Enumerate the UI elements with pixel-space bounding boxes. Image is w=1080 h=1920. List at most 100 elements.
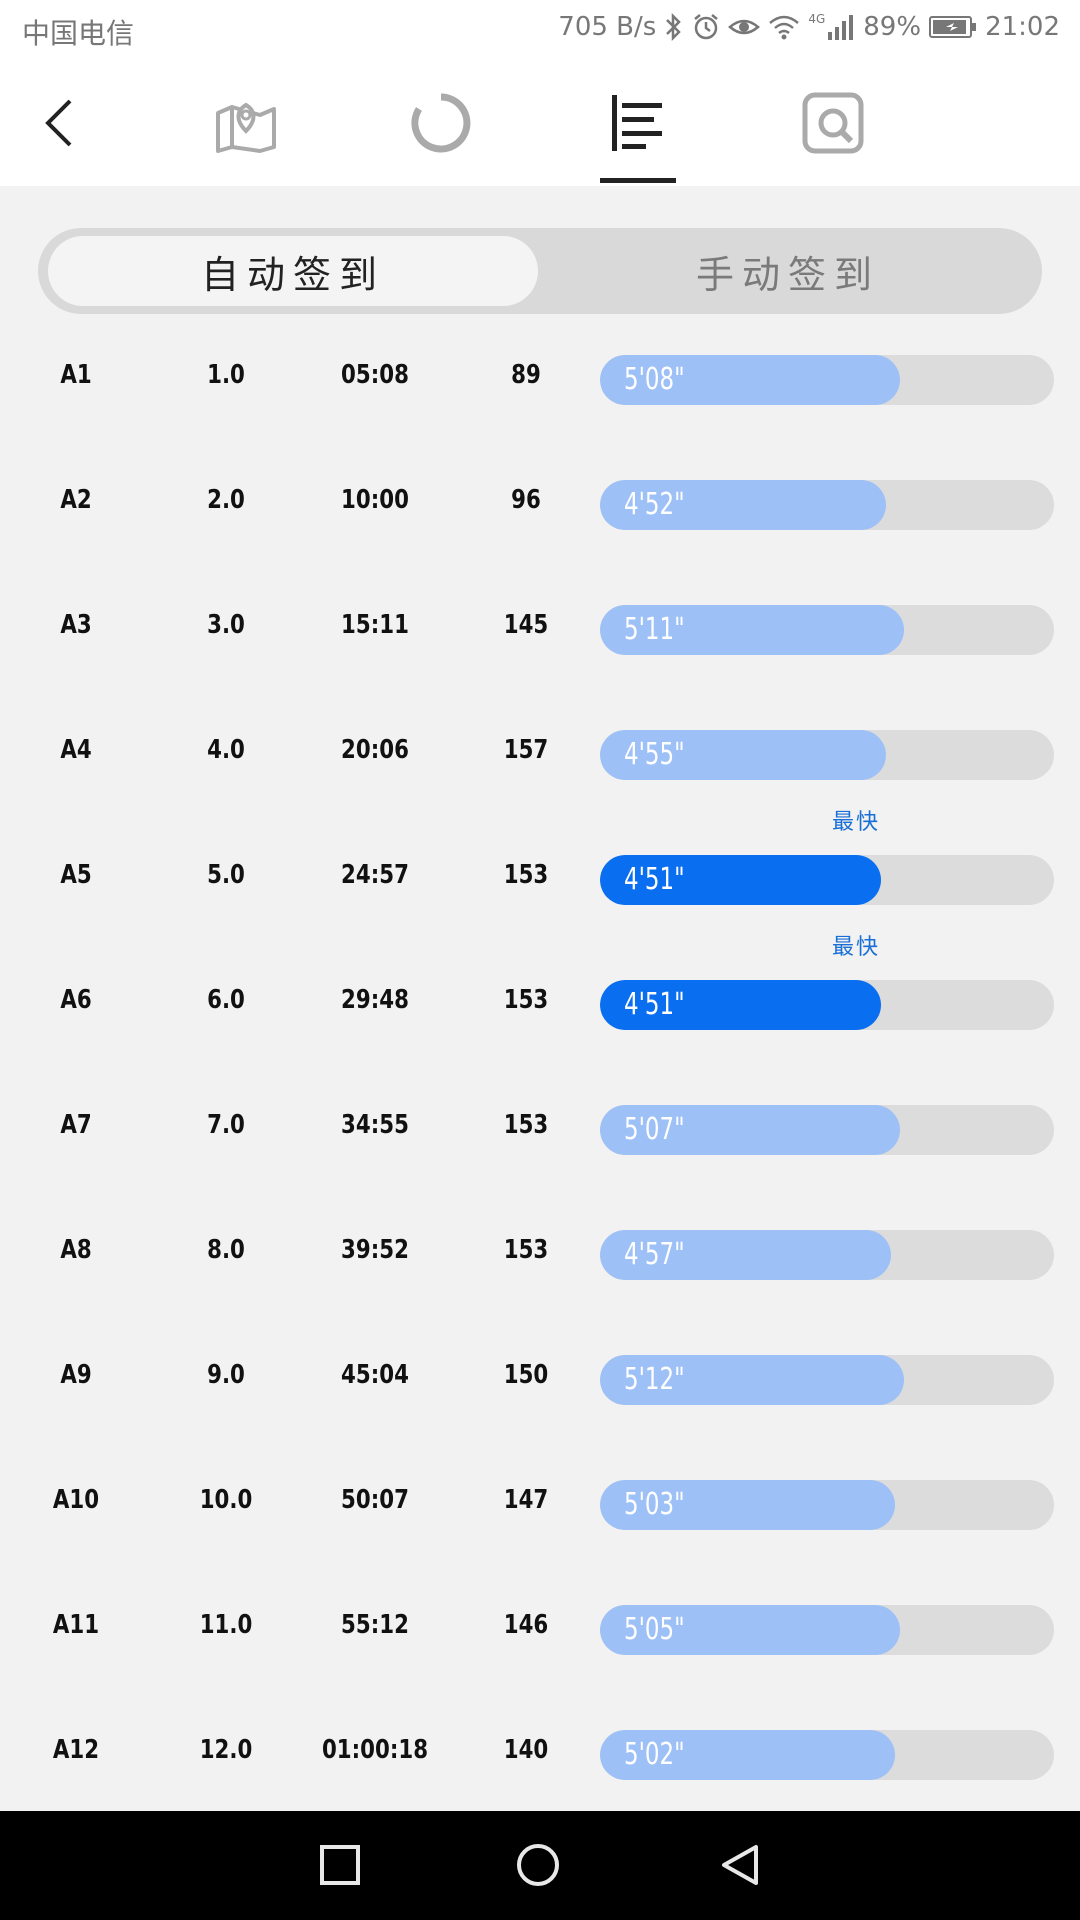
split-heart-rate: 153 [503,1235,549,1265]
pace-bar: 5'08" [600,355,1054,405]
split-row: A9 9.0 45:04 150 5'12" [0,1348,1080,1473]
pace-bar-fill [600,1105,900,1155]
network-type: 4G [808,12,826,26]
split-name: A10 [52,1485,100,1515]
split-distance: 8.0 [207,1235,245,1265]
pace-bar-fill [600,355,900,405]
alarm-icon [692,13,720,41]
pace-bar-fill [600,1480,895,1530]
split-elapsed-time: 34:55 [341,1110,409,1140]
split-distance: 11.0 [199,1610,253,1640]
split-elapsed-time: 45:04 [341,1360,409,1390]
split-elapsed-time: 15:11 [341,610,409,640]
tab-splits[interactable] [578,60,698,186]
split-distance: 2.0 [207,485,245,515]
split-distance: 5.0 [207,860,245,890]
split-name: A7 [60,1110,92,1140]
split-heart-rate: 153 [503,1110,549,1140]
carrier-label: 中国电信 [22,17,135,50]
pace-label: 4'51" [624,987,685,1022]
pace-bar: 5'07" [600,1105,1054,1155]
split-heart-rate: 153 [503,860,549,890]
pace-bar: 5'05" [600,1605,1054,1655]
checkin-mode-toggle: 自动签到 手动签到 [38,228,1042,314]
pace-label: 5'02" [624,1737,685,1772]
split-elapsed-time: 24:57 [341,860,409,890]
auto-checkin-tab[interactable]: 自动签到 [48,236,538,306]
split-row: A7 7.0 34:55 153 5'07" [0,1098,1080,1223]
split-row: A6 6.0 29:48 153 最快 4'51" [0,934,1080,1098]
split-heart-rate: 150 [503,1360,549,1390]
split-elapsed-time: 50:07 [341,1485,409,1515]
split-name: A12 [52,1735,100,1765]
split-name: A9 [60,1360,92,1390]
pace-bar: 4'51" [600,980,1054,1030]
eye-icon [728,15,761,39]
back-triangle-icon[interactable] [716,1841,764,1894]
split-distance: 7.0 [207,1110,245,1140]
split-heart-rate: 89 [511,360,541,390]
tab-overview[interactable] [381,60,501,186]
split-distance: 12.0 [199,1735,253,1765]
back-icon [40,95,80,151]
split-distance: 3.0 [207,610,245,640]
tab-search[interactable] [773,60,893,186]
back-button[interactable] [0,60,120,186]
pace-bar: 4'51" [600,855,1054,905]
split-name: A2 [60,485,92,515]
recent-apps-icon[interactable] [316,1841,364,1894]
pace-bar-fill [600,980,881,1030]
fastest-tag: 最快 [832,809,881,834]
split-heart-rate: 146 [503,1610,549,1640]
home-icon[interactable] [514,1841,562,1894]
split-row: A10 10.0 50:07 147 5'03" [0,1473,1080,1598]
split-row: A12 12.0 01:00:18 140 5'02" [0,1723,1080,1811]
split-row: A4 4.0 20:06 157 4'55" [0,723,1080,848]
pace-bar: 4'55" [600,730,1054,780]
pace-bar-fill [600,480,886,530]
split-heart-rate: 145 [503,610,549,640]
signal-icon [827,14,855,40]
split-elapsed-time: 10:00 [341,485,409,515]
pace-bar-fill [600,1605,900,1655]
pace-bar-fill [600,605,904,655]
split-elapsed-time: 29:48 [341,985,409,1015]
split-name: A5 [60,860,92,890]
split-heart-rate: 147 [503,1485,549,1515]
split-name: A4 [60,735,92,765]
split-name: A6 [60,985,92,1015]
pace-bar-fill [600,1230,891,1280]
split-name: A3 [60,610,92,640]
bluetooth-icon [664,13,684,41]
pace-bar: 5'02" [600,1730,1054,1780]
split-elapsed-time: 55:12 [341,1610,409,1640]
clock-time: 21:02 [985,12,1060,42]
battery-icon [929,15,977,39]
pace-bar: 5'11" [600,605,1054,655]
pace-label: 5'11" [624,612,685,647]
pace-label: 5'03" [624,1487,685,1522]
split-row: A8 8.0 39:52 153 4'57" [0,1223,1080,1348]
pace-label: 4'55" [624,737,685,772]
pace-bar: 5'03" [600,1480,1054,1530]
tab-map[interactable] [186,60,306,186]
pace-label: 4'51" [624,862,685,897]
search-frame-icon [801,91,865,155]
active-tab-indicator [600,178,676,183]
pace-bar-fill [600,1730,895,1780]
split-row: A2 2.0 10:00 96 4'52" [0,473,1080,598]
split-row: A3 3.0 15:11 145 5'11" [0,598,1080,723]
splits-list: A1 1.0 05:08 89 5'08" A2 2.0 10:00 96 4'52" A3 3.0 1… [0,348,1080,1811]
split-row: A1 1.0 05:08 89 5'08" [0,348,1080,473]
manual-checkin-tab[interactable]: 手动签到 [695,254,880,297]
split-distance: 9.0 [207,1360,245,1390]
status-bar: 中国电信 705 B/s 4G 89% 21:02 [0,0,1080,60]
map-pin-icon [214,91,278,155]
status-icons: 705 B/s 4G 89% 21:02 [558,12,1060,42]
pace-label: 5'07" [624,1112,685,1147]
top-nav [0,60,1080,186]
pace-label: 5'12" [624,1362,685,1397]
split-row: A5 5.0 24:57 153 最快 4'51" [0,809,1080,973]
pace-label: 5'05" [624,1612,685,1647]
pace-bar: 5'12" [600,1355,1054,1405]
